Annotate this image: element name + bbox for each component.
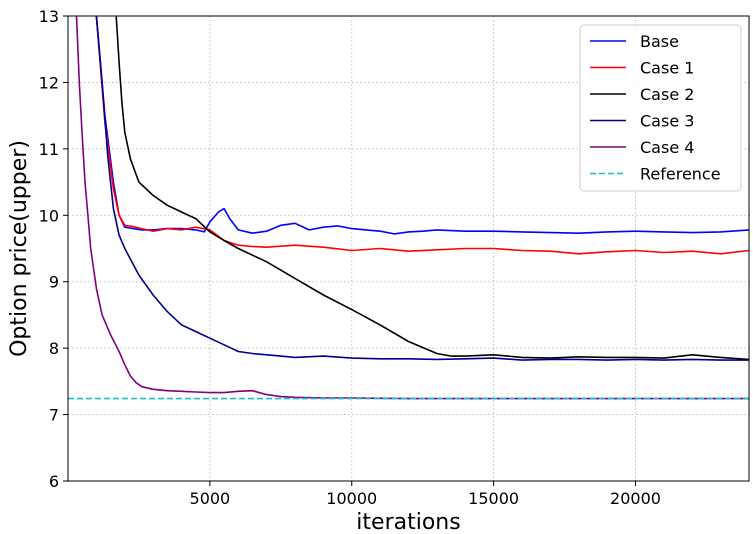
legend-box xyxy=(579,24,742,192)
series-line-case-4 xyxy=(75,16,749,400)
x-tick-label: 20000 xyxy=(610,489,661,508)
y-tick-label: 7 xyxy=(49,406,59,425)
x-tick-label: 5000 xyxy=(190,489,231,508)
legend-label-base: Base xyxy=(640,32,679,51)
series-line-case-3 xyxy=(95,16,749,361)
x-tick-label: 15000 xyxy=(468,489,519,508)
y-tick-label: 11 xyxy=(39,140,59,159)
series-line-base xyxy=(95,16,749,235)
series-layer xyxy=(68,16,749,400)
y-axis-label: Option price(upper) xyxy=(7,140,32,357)
legend-label-case-3: Case 3 xyxy=(640,112,694,131)
legend-label-case-2: Case 2 xyxy=(640,85,694,104)
legend: Base Case 1 Case 2 Case 3 Case 4 Reference xyxy=(579,24,742,192)
y-tick-label: 9 xyxy=(49,273,59,292)
legend-label-case-4: Case 4 xyxy=(640,138,694,157)
legend-label-case-1: Case 1 xyxy=(640,59,694,78)
y-tick-label: 12 xyxy=(39,73,59,92)
series-line-case-2 xyxy=(115,16,749,361)
axis-ticks: 5000 10000 15000 20000 6 7 8 9 10 11 12 13 xyxy=(39,7,661,508)
y-tick-label: 10 xyxy=(39,206,59,225)
series-line-case-1 xyxy=(95,16,749,255)
x-tick-label: 10000 xyxy=(326,489,377,508)
y-tick-label: 6 xyxy=(49,472,59,491)
x-axis-label: iterations xyxy=(356,510,460,534)
legend-label-reference: Reference xyxy=(640,165,721,184)
y-tick-label: 8 xyxy=(49,339,59,358)
y-tick-label: 13 xyxy=(39,7,59,26)
plot-frame xyxy=(67,15,750,482)
